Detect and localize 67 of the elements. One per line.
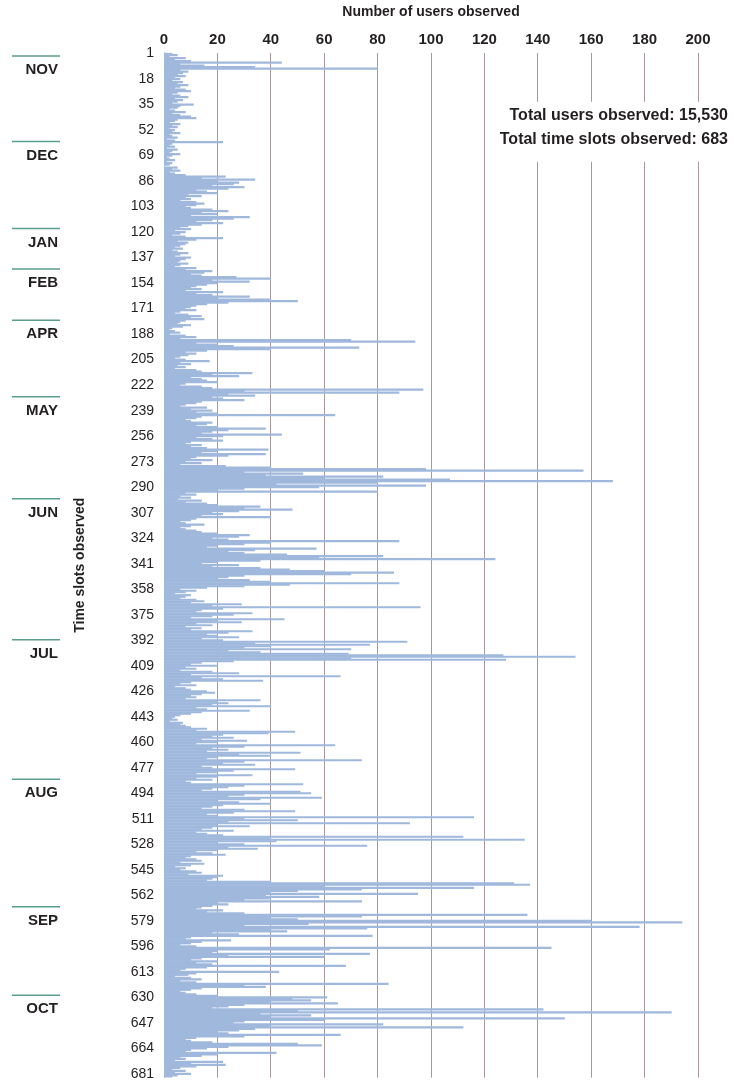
x-tick-label: 0 [159,29,169,47]
text: OCT [26,999,58,1017]
text: JAN [27,232,58,250]
x-tick-label: 60 [315,29,333,47]
y-tick-label: 137 [130,248,155,265]
y-tick-label: 52 [138,120,155,137]
y-tick-label: 613 [130,962,155,979]
text: DEC [26,145,59,163]
y-tick-label: 18 [138,69,155,86]
y-tick-label: 409 [130,656,155,673]
annotation: Total users observed: 15,530 [509,106,729,124]
y-tick-label: 426 [130,682,155,699]
y-tick-label: 494 [130,784,155,801]
y-tick-label: 375 [130,605,155,622]
x-tick-label: 80 [369,29,386,47]
y-tick-label: 86 [138,171,155,188]
text: JUL [29,643,58,661]
y-tick-label: 188 [130,324,155,341]
text: SEP [27,910,58,928]
y-tick-label: 630 [130,988,155,1005]
y-tick-label: 307 [130,503,155,520]
y-tick-label: 120 [130,222,155,239]
y-tick-label: 477 [130,758,155,775]
y-tick-label: 579 [130,911,155,928]
y-axis-title: Time slots observed [71,497,88,633]
y-tick-label: 256 [130,427,155,444]
x-tick-label: 200 [685,29,711,47]
y-tick-label: 443 [130,707,155,724]
y-tick-label: 545 [130,860,155,877]
y-tick-label: 69 [138,146,155,163]
y-tick-label: 171 [130,299,155,316]
y-tick-label: 1 [146,44,155,61]
y-tick-label: 222 [130,376,155,393]
x-tick-label: 140 [525,29,551,47]
y-tick-label: 681 [130,1064,155,1081]
y-tick-label: 239 [130,401,155,418]
y-tick-label: 290 [130,478,155,495]
x-tick-label: 180 [632,29,658,47]
y-tick-label: 35 [138,95,155,112]
y-tick-label: 596 [130,937,155,954]
text: APR [26,324,59,342]
text: AUG [24,783,58,801]
y-tick-label: 154 [130,273,155,290]
text: NOV [25,60,58,78]
y-tick-label: 664 [130,1039,155,1056]
annotation: Total time slots observed: 683 [499,130,729,148]
x-tick-label: 100 [418,29,444,47]
y-tick-label: 103 [130,197,155,214]
y-tick-label: 205 [130,350,155,367]
y-tick-label: 647 [130,1013,155,1030]
x-tick-label: 120 [471,29,497,47]
text: MAY [26,400,58,418]
y-tick-label: 392 [130,631,155,648]
y-tick-label: 273 [130,452,155,469]
text: JUN [27,502,58,520]
y-tick-label: 528 [130,835,155,852]
y-tick-label: 562 [130,886,155,903]
y-tick-label: 460 [130,733,155,750]
y-tick-label: 341 [130,554,155,571]
text: FEB [28,273,59,291]
x-axis-title: Number of users observed [342,3,520,20]
y-tick-label: 358 [130,580,155,597]
x-tick-label: 40 [262,29,280,47]
y-tick-label: 511 [131,809,155,826]
x-tick-label: 160 [578,29,604,47]
x-tick-label: 20 [209,29,226,47]
y-tick-label: 324 [130,529,155,546]
